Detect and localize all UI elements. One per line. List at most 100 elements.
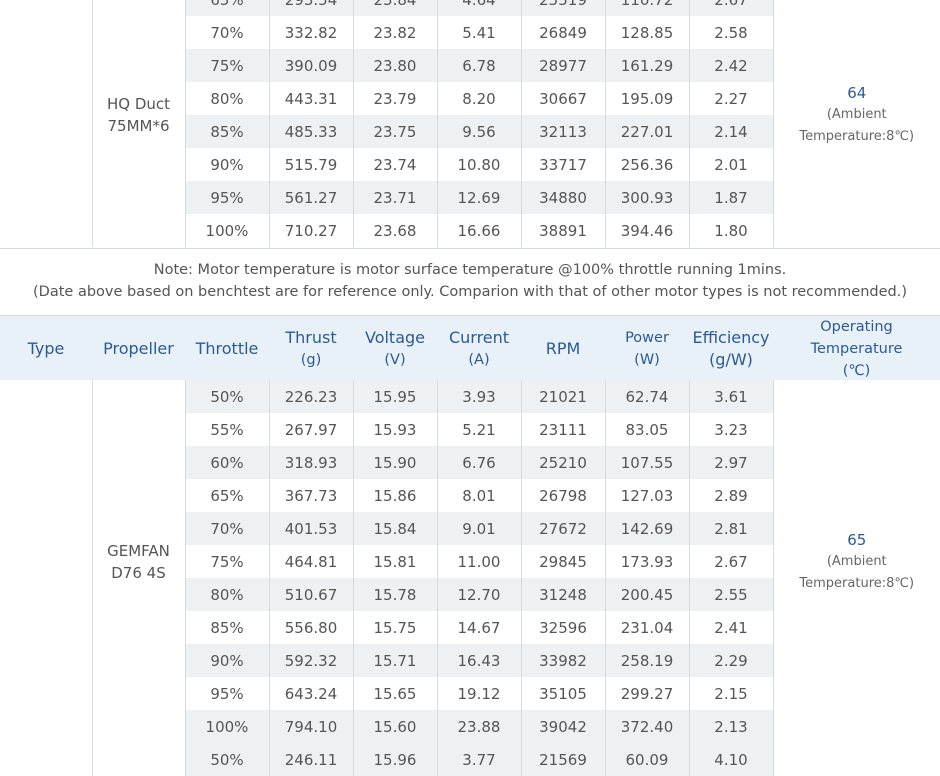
current-cell: 8.20 <box>437 82 521 115</box>
current-cell: 12.70 <box>437 578 521 611</box>
rpm-cell: 25210 <box>521 446 605 479</box>
current-cell: 10.80 <box>437 148 521 181</box>
throttle-cell: 85% <box>185 115 269 148</box>
thrust-cell: 267.97 <box>269 413 353 446</box>
propeller-line-1: GEMFAN <box>93 540 185 562</box>
rpm-cell: 26798 <box>521 479 605 512</box>
current-cell: 16.43 <box>437 644 521 677</box>
current-cell: 8.01 <box>437 479 521 512</box>
throttle-cell: 55% <box>185 413 269 446</box>
efficiency-cell: 2.89 <box>689 479 773 512</box>
power-cell: 83.05 <box>605 413 689 446</box>
power-cell: 258.19 <box>605 644 689 677</box>
power-cell: 173.93 <box>605 545 689 578</box>
current-cell: 3.77 <box>437 743 521 776</box>
voltage-cell: 23.82 <box>353 16 437 49</box>
current-cell: 5.41 <box>437 16 521 49</box>
op-temp-line-3: Temperature:8℃) <box>774 573 940 595</box>
group-1-body: HQ Duct75MM*665%293.5423.844.6425519110.… <box>0 0 940 247</box>
rpm-cell: 23111 <box>521 413 605 446</box>
power-cell: 128.85 <box>605 16 689 49</box>
rpm-cell: 26849 <box>521 16 605 49</box>
header-efficiency-label: Efficiency <box>692 327 769 349</box>
header-type-label: Type <box>28 338 65 360</box>
rpm-cell: 29845 <box>521 545 605 578</box>
throttle-cell: 75% <box>185 49 269 82</box>
rpm-cell: 33982 <box>521 644 605 677</box>
voltage-cell: 15.81 <box>353 545 437 578</box>
note-section: Note: Motor temperature is motor surface… <box>0 249 940 314</box>
throttle-cell: 100% <box>185 214 269 247</box>
power-cell: 200.45 <box>605 578 689 611</box>
header-rpm: RPM <box>521 316 605 381</box>
power-cell: 394.46 <box>605 214 689 247</box>
current-cell: 9.56 <box>437 115 521 148</box>
rpm-cell: 38891 <box>521 214 605 247</box>
efficiency-cell: 2.13 <box>689 710 773 743</box>
current-cell: 23.88 <box>437 710 521 743</box>
rpm-cell: 25519 <box>521 0 605 16</box>
throttle-cell: 65% <box>185 0 269 16</box>
current-cell: 6.78 <box>437 49 521 82</box>
voltage-cell: 15.84 <box>353 512 437 545</box>
throttle-cell: 90% <box>185 148 269 181</box>
throttle-cell: 65% <box>185 479 269 512</box>
throttle-cell: 95% <box>185 181 269 214</box>
note-line-2: (Date above based on benchtest are for r… <box>0 281 940 303</box>
efficiency-cell: 2.14 <box>689 115 773 148</box>
voltage-cell: 15.65 <box>353 677 437 710</box>
throttle-cell: 60% <box>185 446 269 479</box>
thrust-cell: 390.09 <box>269 49 353 82</box>
efficiency-cell: 2.27 <box>689 82 773 115</box>
header-voltage-label: Voltage <box>365 327 425 349</box>
thrust-cell: 367.73 <box>269 479 353 512</box>
power-cell: 231.04 <box>605 611 689 644</box>
power-cell: 195.09 <box>605 82 689 115</box>
header-current: Current (A) <box>437 316 521 381</box>
thrust-cell: 561.27 <box>269 181 353 214</box>
thrust-cell: 510.67 <box>269 578 353 611</box>
op-temp-line-3: Temperature:8℃) <box>774 126 940 148</box>
header-throttle: Throttle <box>185 316 269 381</box>
efficiency-cell: 2.97 <box>689 446 773 479</box>
header-efficiency: Efficiency (g/W) <box>689 316 773 381</box>
efficiency-cell: 2.55 <box>689 578 773 611</box>
header-efficiency-unit: (g/W) <box>709 349 753 371</box>
type-cell <box>0 0 92 247</box>
voltage-cell: 15.96 <box>353 743 437 776</box>
efficiency-cell: 2.29 <box>689 644 773 677</box>
current-cell: 12.69 <box>437 181 521 214</box>
header-op-line-2: Temperature <box>811 338 903 360</box>
efficiency-cell: 2.01 <box>689 148 773 181</box>
power-cell: 299.27 <box>605 677 689 710</box>
efficiency-cell: 2.15 <box>689 677 773 710</box>
data-table-group-1: HQ Duct75MM*665%293.5423.844.6425519110.… <box>0 0 940 247</box>
efficiency-cell: 2.41 <box>689 611 773 644</box>
throttle-cell: 50% <box>185 743 269 776</box>
efficiency-cell: 3.23 <box>689 413 773 446</box>
propeller-line-2: D76 4S <box>93 562 185 584</box>
note-line-1: Note: Motor temperature is motor surface… <box>0 249 940 281</box>
header-voltage-unit: (V) <box>384 349 405 371</box>
rpm-cell: 33717 <box>521 148 605 181</box>
rpm-cell: 34880 <box>521 181 605 214</box>
throttle-cell: 70% <box>185 512 269 545</box>
rpm-cell: 28977 <box>521 49 605 82</box>
power-cell: 300.93 <box>605 181 689 214</box>
power-cell: 161.29 <box>605 49 689 82</box>
header-thrust-unit: (g) <box>301 349 322 371</box>
throttle-cell: 80% <box>185 82 269 115</box>
current-cell: 11.00 <box>437 545 521 578</box>
voltage-cell: 23.80 <box>353 49 437 82</box>
propeller-line-1: HQ Duct <box>93 93 185 115</box>
current-cell: 4.64 <box>437 0 521 16</box>
thrust-cell: 592.32 <box>269 644 353 677</box>
rpm-cell: 31248 <box>521 578 605 611</box>
efficiency-cell: 1.87 <box>689 181 773 214</box>
voltage-cell: 23.71 <box>353 181 437 214</box>
rpm-cell: 32596 <box>521 611 605 644</box>
